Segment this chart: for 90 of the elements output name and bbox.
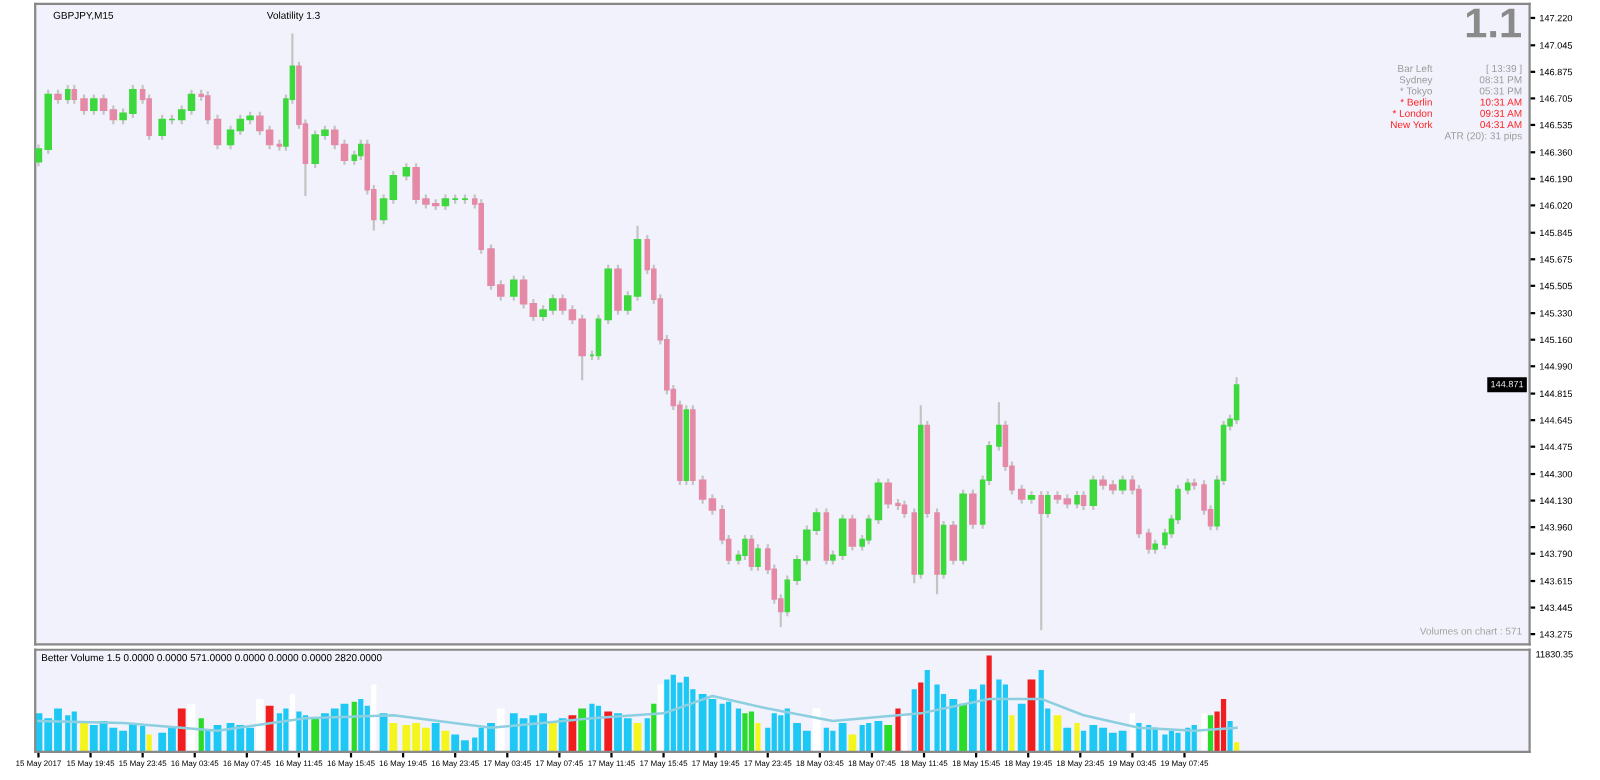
- bar: [296, 711, 302, 752]
- candlestick: [1089, 474, 1098, 512]
- bar: [884, 724, 893, 752]
- candlestick: [1044, 490, 1051, 519]
- bar: [1201, 713, 1207, 752]
- bar: [726, 701, 732, 752]
- bar: [866, 723, 872, 752]
- bar: [934, 684, 940, 752]
- candlestick: [357, 138, 364, 162]
- bar: [578, 708, 587, 752]
- bar: [80, 723, 88, 752]
- bar: [205, 730, 211, 752]
- bar: [748, 711, 755, 752]
- bar: [1017, 703, 1026, 752]
- bar: [911, 689, 917, 752]
- bar: [848, 734, 857, 752]
- bar: [742, 713, 748, 752]
- bar: [683, 676, 689, 752]
- candlestick: [874, 477, 883, 526]
- bar: [651, 703, 657, 752]
- bar: [548, 723, 557, 752]
- candlestick: [90, 93, 98, 116]
- candlestick: [949, 519, 958, 566]
- bar: [589, 703, 595, 752]
- bar: [664, 679, 670, 752]
- bar: [1136, 723, 1142, 752]
- candlestick: [1136, 483, 1142, 540]
- bar: [823, 727, 829, 752]
- candlestick: [748, 533, 755, 572]
- bar: [755, 723, 761, 752]
- bar: [1009, 715, 1015, 752]
- bar: [968, 689, 977, 752]
- candlestick: [848, 513, 857, 552]
- bar: [895, 708, 901, 752]
- candlestick: [1118, 474, 1127, 496]
- bar: [604, 711, 613, 752]
- bar: [371, 684, 377, 752]
- candlestick: [838, 513, 847, 562]
- bar: [838, 723, 847, 752]
- bar: [568, 715, 577, 752]
- bar: [735, 708, 742, 752]
- bar: [1162, 734, 1168, 752]
- bar: [771, 713, 777, 752]
- bar: [959, 703, 967, 752]
- bar: [1227, 721, 1233, 752]
- candlestick: [969, 488, 977, 530]
- bar: [644, 718, 650, 752]
- bar: [719, 703, 725, 752]
- bar: [830, 730, 836, 752]
- annotation: 1.1: [1466, 8, 1521, 38]
- bar: [265, 705, 274, 752]
- candlestick: [1038, 490, 1045, 632]
- candlestick: [996, 401, 1002, 452]
- candlestick: [755, 543, 761, 572]
- candlestick: [510, 274, 518, 302]
- candlestick: [1080, 490, 1087, 512]
- bar: [924, 669, 930, 752]
- bar: [177, 708, 186, 752]
- bar: [677, 682, 683, 752]
- bar: [918, 682, 924, 752]
- candlestick: [1233, 376, 1240, 426]
- bar: [1175, 732, 1181, 752]
- bar: [949, 698, 958, 752]
- bar: [289, 694, 296, 752]
- bar: [1063, 727, 1072, 752]
- candlestick: [64, 84, 71, 105]
- bar: [389, 723, 398, 752]
- bar: [496, 708, 505, 752]
- bar: [1233, 742, 1240, 752]
- bar: [778, 715, 784, 752]
- candlestick: [742, 533, 748, 562]
- bar: [1168, 730, 1175, 752]
- bar: [670, 674, 676, 752]
- candlestick: [823, 507, 830, 566]
- candlestick: [1145, 527, 1152, 555]
- bar: [859, 724, 865, 752]
- bar: [431, 723, 440, 752]
- bar: [1002, 684, 1009, 752]
- bar: [1038, 669, 1044, 752]
- bar: [986, 655, 992, 752]
- candlestick: [146, 93, 152, 141]
- bar: [71, 711, 77, 752]
- bar: [996, 679, 1002, 752]
- bar: [255, 698, 264, 752]
- candlestick: [865, 513, 872, 546]
- bar: [657, 684, 663, 752]
- bar: [1074, 723, 1080, 752]
- bar: [558, 718, 567, 752]
- bar: [311, 718, 320, 752]
- candlestick: [614, 263, 622, 316]
